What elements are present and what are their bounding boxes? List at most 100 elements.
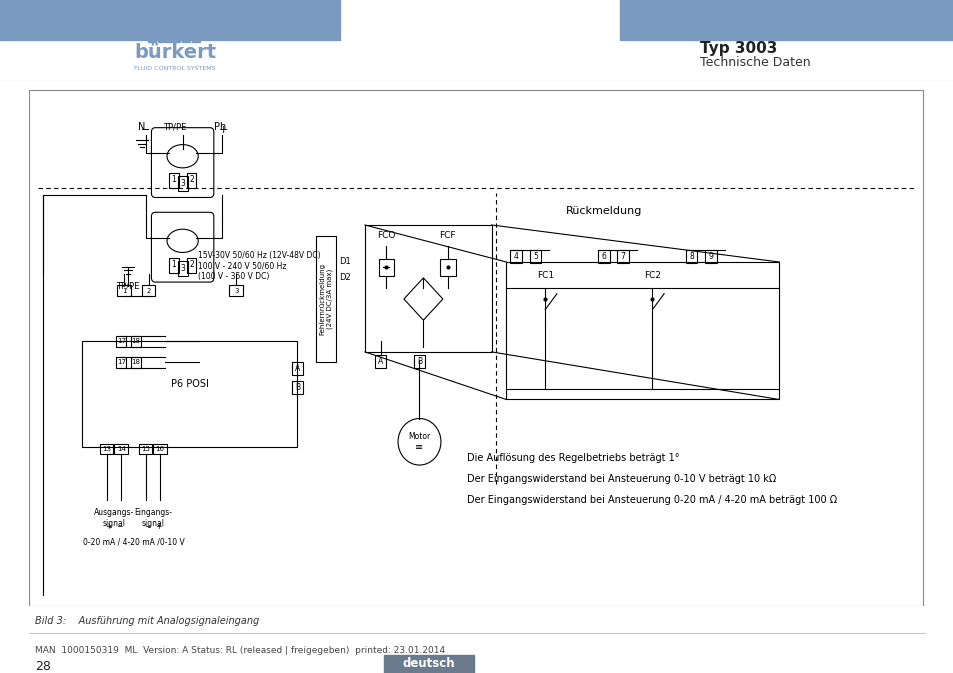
Text: 15V-30V 50/60 Hz (12V-48V DC)
100 V - 240 V 50/60 Hz
(100 V - 350 V DC): 15V-30V 50/60 Hz (12V-48V DC) 100 V - 24…	[198, 252, 320, 281]
Text: 18: 18	[132, 359, 140, 365]
Text: bürkert: bürkert	[133, 43, 215, 62]
Text: +: +	[218, 125, 228, 135]
Text: deutsch: deutsch	[402, 658, 456, 670]
Bar	[598, 250, 609, 263]
Bar	[169, 173, 178, 188]
Bar	[131, 357, 141, 367]
Bar	[414, 355, 425, 367]
Bar	[114, 444, 128, 454]
Bar	[192, 38, 200, 42]
Text: P6 POSI: P6 POSI	[171, 379, 208, 388]
Text: 9: 9	[708, 252, 713, 261]
Text: FCO: FCO	[376, 231, 395, 240]
Text: 3: 3	[180, 179, 185, 188]
Bar	[187, 173, 196, 188]
Bar	[116, 336, 126, 347]
Bar	[292, 363, 303, 375]
Text: A: A	[294, 364, 300, 374]
Text: 13: 13	[102, 446, 111, 452]
Text: A: A	[377, 357, 383, 366]
Bar	[292, 382, 303, 394]
Text: 3: 3	[233, 287, 238, 293]
Bar	[685, 250, 697, 263]
Text: Technische Daten: Technische Daten	[700, 56, 810, 69]
Text: Rückmeldung: Rückmeldung	[565, 207, 641, 217]
Text: D2: D2	[339, 273, 351, 283]
Text: B: B	[294, 384, 300, 392]
Text: 2: 2	[189, 175, 193, 184]
Text: −: −	[141, 125, 151, 135]
Text: Motor: Motor	[408, 432, 430, 441]
Text: Eingangs-
signal: Eingangs- signal	[134, 508, 172, 528]
Text: FC1: FC1	[537, 271, 553, 280]
Text: FC2: FC2	[643, 271, 660, 280]
Text: 7: 7	[620, 252, 625, 261]
Bar	[169, 258, 178, 273]
Text: 17: 17	[116, 359, 126, 365]
Text: 17: 17	[116, 339, 126, 345]
Text: B: B	[416, 357, 421, 366]
Bar	[315, 236, 335, 363]
Bar	[117, 285, 131, 296]
Text: 15: 15	[141, 446, 150, 452]
Text: N: N	[138, 122, 145, 132]
Text: Ph: Ph	[213, 122, 226, 132]
Text: 6: 6	[600, 252, 605, 261]
Text: 5: 5	[533, 252, 537, 261]
Text: TP/PE: TP/PE	[163, 122, 187, 132]
Bar	[142, 285, 155, 296]
Text: D1: D1	[339, 258, 351, 267]
Text: Die Auflösung des Regelbetriebs beträgt 1°: Die Auflösung des Regelbetriebs beträgt …	[467, 453, 679, 462]
Text: TP/PE: TP/PE	[116, 281, 139, 291]
Bar	[182, 38, 190, 42]
Text: +  −: + −	[106, 522, 123, 531]
Text: FCF: FCF	[439, 231, 456, 240]
Text: 0-20 mA / 4-20 mA /0-10 V: 0-20 mA / 4-20 mA /0-10 V	[83, 538, 185, 546]
Bar	[384, 655, 474, 673]
Bar	[506, 262, 779, 400]
Bar	[0, 0, 339, 40]
Bar	[229, 285, 243, 296]
Text: 1: 1	[122, 287, 126, 293]
Text: 2: 2	[146, 287, 151, 293]
Text: 1: 1	[172, 260, 176, 269]
Bar	[704, 250, 716, 263]
Text: Typ 3003: Typ 3003	[700, 41, 777, 56]
Text: Bild 3:    Ausführung mit Analogsignaleingang: Bild 3: Ausführung mit Analogsignaleinga…	[35, 616, 259, 626]
Text: 3: 3	[180, 264, 185, 273]
Text: Der Eingangswiderstand bei Ansteuerung 0-20 mA / 4-20 mA beträgt 100 Ω: Der Eingangswiderstand bei Ansteuerung 0…	[467, 495, 837, 505]
Bar	[619, 0, 953, 40]
Text: 8: 8	[688, 252, 693, 261]
Text: FLUID CONTROL SYSTEMS: FLUID CONTROL SYSTEMS	[134, 66, 215, 71]
Text: 4: 4	[513, 252, 517, 261]
Bar	[375, 355, 386, 367]
Text: 28: 28	[35, 660, 51, 673]
Bar	[510, 250, 521, 263]
Bar	[378, 259, 394, 276]
Text: 2: 2	[189, 260, 193, 269]
Text: 1: 1	[172, 175, 176, 184]
Text: 14: 14	[116, 446, 126, 452]
Text: MAN  1000150319  ML  Version: A Status: RL (released | freigegeben)  printed: 23: MAN 1000150319 ML Version: A Status: RL …	[35, 646, 445, 656]
Text: ≡: ≡	[415, 442, 423, 452]
Bar	[100, 444, 113, 454]
Bar	[187, 258, 196, 273]
Bar	[439, 259, 456, 276]
Bar	[364, 225, 491, 352]
Text: Ausgangs-
signal: Ausgangs- signal	[94, 508, 134, 528]
Bar	[131, 336, 141, 347]
Text: Fehlernrückmeldung
(24V DC/3A max): Fehlernrückmeldung (24V DC/3A max)	[319, 263, 333, 335]
Text: −  +: − +	[145, 522, 162, 531]
Bar	[148, 38, 156, 42]
Bar	[138, 444, 152, 454]
Text: Der Eingangswiderstand bei Ansteuerung 0-10 V beträgt 10 kΩ: Der Eingangswiderstand bei Ansteuerung 0…	[467, 474, 776, 484]
Bar	[177, 261, 188, 276]
Bar	[617, 250, 628, 263]
Bar	[116, 357, 126, 367]
Bar	[153, 444, 167, 454]
Bar	[158, 38, 180, 42]
Bar	[177, 176, 188, 191]
Bar	[82, 341, 296, 447]
Text: 18: 18	[132, 339, 140, 345]
Bar	[529, 250, 540, 263]
